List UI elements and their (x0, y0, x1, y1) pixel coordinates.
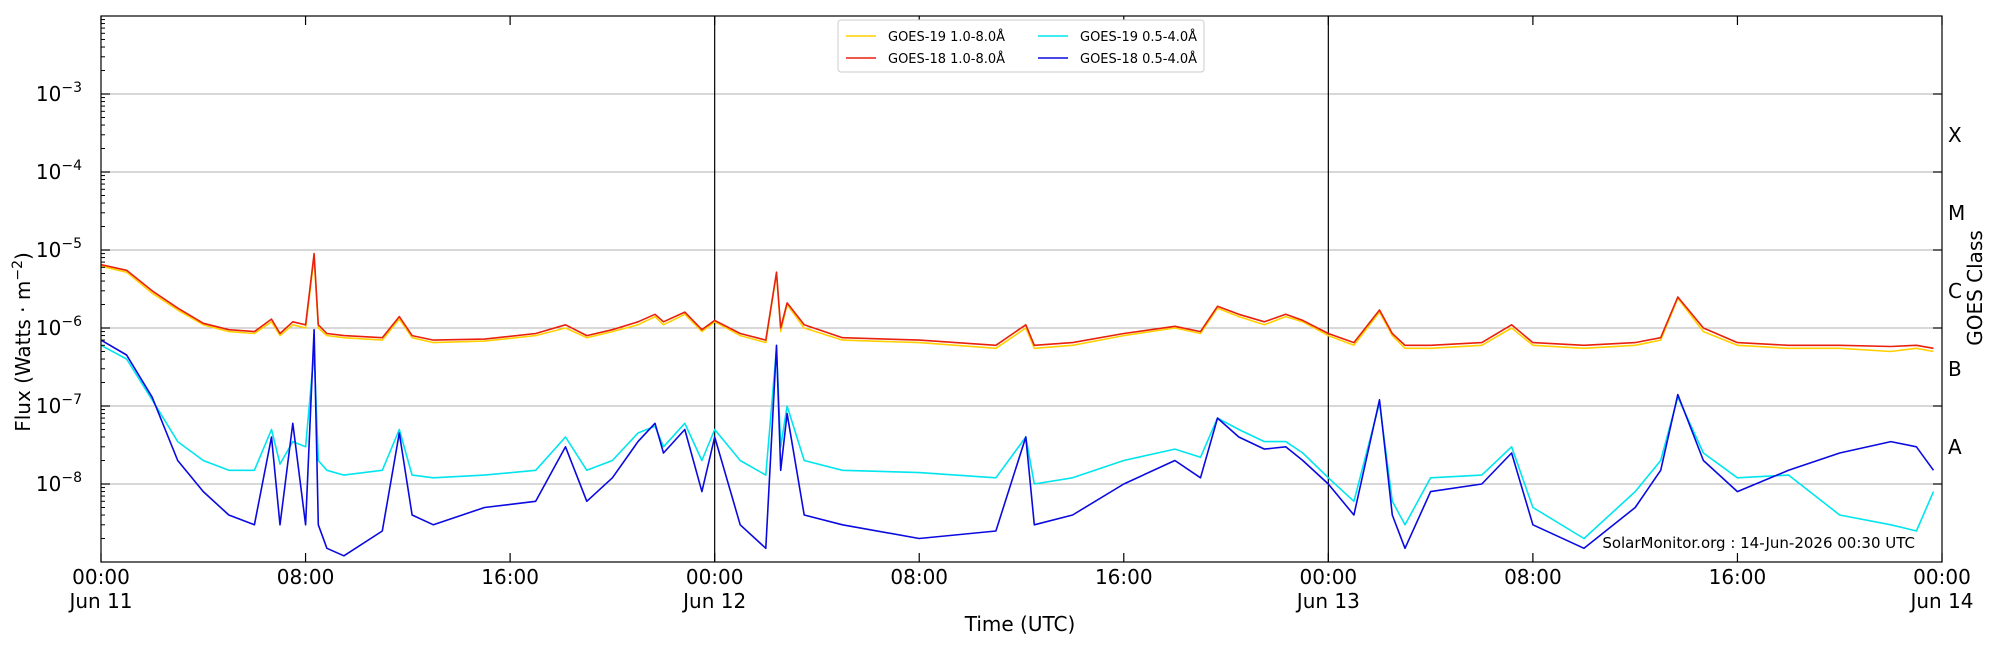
y-tick-label: 10−7 (36, 392, 82, 418)
x-tick-date-label: Jun 12 (681, 589, 746, 613)
series-line (100, 252, 1934, 350)
goes-class-label: B (1948, 357, 1962, 381)
x-tick-label: 16:00 (481, 565, 539, 589)
y-tick-label: 10−8 (36, 470, 82, 496)
x-tick-label: 00:00 (686, 565, 744, 589)
y-axis-title-unit-exponent: −2 (10, 260, 26, 281)
goes-class-label: X (1948, 123, 1962, 147)
x-tick-label: 08:00 (890, 565, 948, 589)
goes-class-labels: A B C M X (1948, 123, 1965, 459)
y-tick-label: 10−3 (36, 80, 82, 106)
y-tick-label: 10−6 (36, 314, 82, 340)
x-tick-date-label: Jun 14 (1908, 589, 1973, 613)
plot-frame (100, 15, 1943, 563)
y2-axis-title: GOES Class (1963, 230, 1987, 346)
x-tick-label: 00:00 (1300, 565, 1358, 589)
goes-class-label: M (1948, 201, 1965, 225)
legend-label: GOES-18 1.0-8.0Å (888, 51, 1005, 67)
goes-class-label: A (1948, 435, 1962, 459)
x-tick-date-label: Jun 13 (1295, 589, 1360, 613)
x-tick-label: 08:00 (277, 565, 335, 589)
series-layer (100, 252, 1935, 557)
y-axis-ticks: 10−8 10−7 10−6 10−5 10−4 10−3 (36, 19, 1942, 540)
y-tick-label: 10−4 (36, 158, 82, 184)
day-boundary-layer (714, 16, 1329, 562)
x-tick-label: 08:00 (1504, 565, 1562, 589)
legend-box (837, 19, 1205, 73)
legend-label: GOES-18 0.5-4.0Å (1080, 51, 1197, 67)
x-tick-date-label: Jun 11 (67, 589, 132, 613)
x-axis-title: Time (UTC) (964, 612, 1076, 636)
legend: GOES-19 1.0-8.0Å GOES-18 1.0-8.0Å GOES-19 … (837, 19, 1205, 73)
x-tick-label: 16:00 (1709, 565, 1767, 589)
credit-text: SolarMonitor.org : 14-Jun-2026 00:30 UTC (1602, 534, 1915, 552)
y-tick-label: 10−5 (36, 236, 82, 262)
x-tick-label: 00:00 (72, 565, 130, 589)
series-line (100, 328, 1935, 557)
legend-label: GOES-19 1.0-8.0Å (888, 29, 1005, 45)
goes-class-label: C (1948, 279, 1962, 303)
y-axis-title: Flux (Watts · m−2) (10, 252, 35, 432)
x-tick-label: 16:00 (1095, 565, 1153, 589)
x-tick-label: 00:00 (1913, 565, 1971, 589)
legend-label: GOES-19 0.5-4.0Å (1080, 29, 1197, 45)
